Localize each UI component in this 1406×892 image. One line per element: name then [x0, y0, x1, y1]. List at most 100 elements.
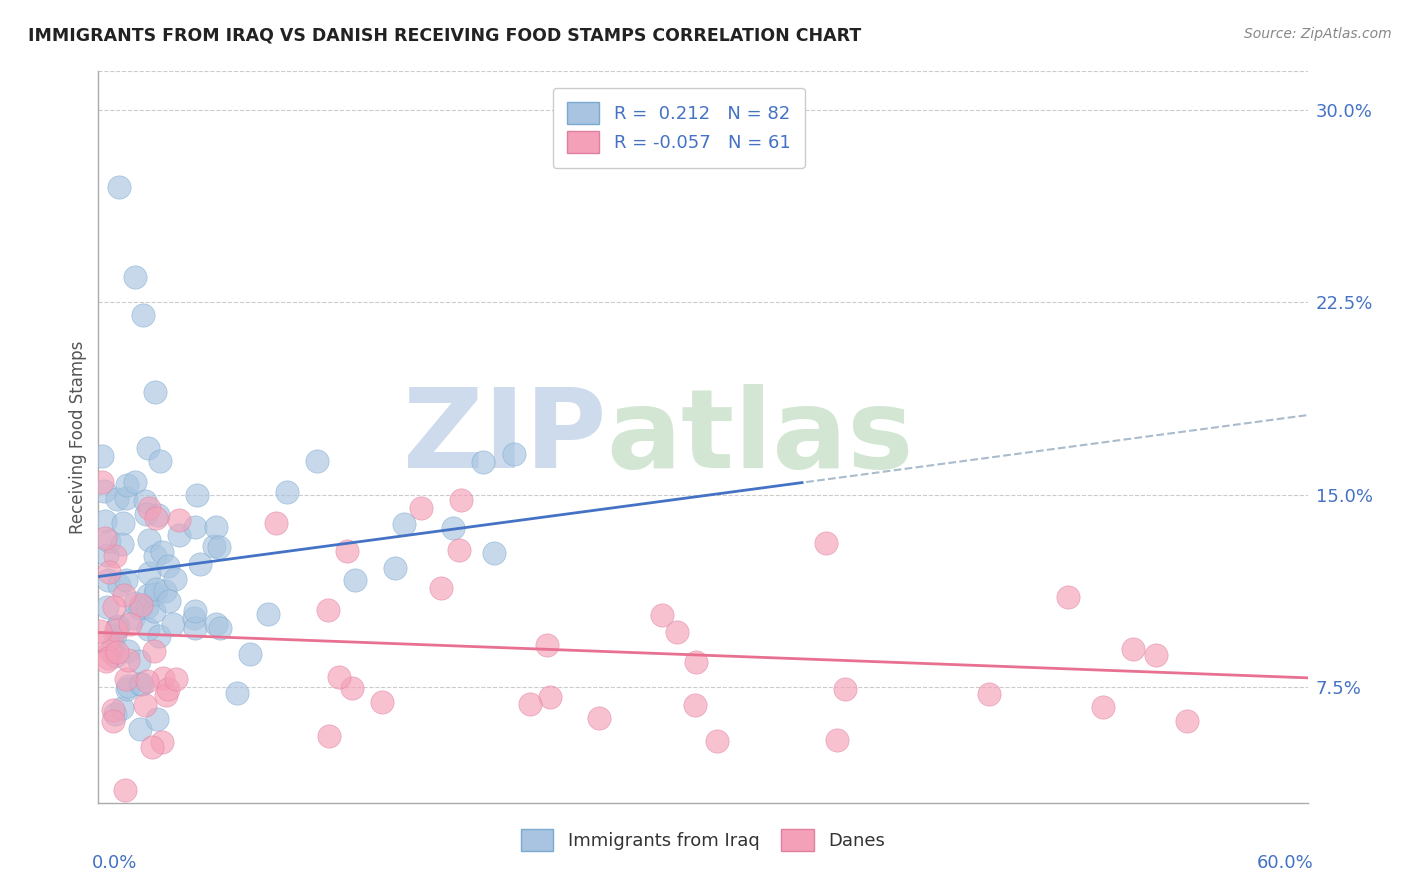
- Point: [188, 557, 211, 571]
- Point: [96, 549, 118, 563]
- Point: [651, 607, 673, 622]
- Point: [150, 545, 173, 559]
- Point: [204, 520, 226, 534]
- Point: [157, 594, 180, 608]
- Point: [124, 269, 146, 284]
- Point: [143, 586, 166, 600]
- Point: [112, 588, 135, 602]
- Point: [122, 610, 145, 624]
- Point: [128, 677, 150, 691]
- Point: [145, 582, 167, 596]
- Point: [132, 308, 155, 322]
- Point: [136, 600, 159, 615]
- Text: Source: ZipAtlas.com: Source: ZipAtlas.com: [1244, 27, 1392, 41]
- Point: [108, 578, 131, 592]
- Point: [103, 640, 125, 655]
- Point: [104, 549, 127, 563]
- Point: [148, 629, 170, 643]
- Point: [114, 783, 136, 797]
- Point: [316, 603, 339, 617]
- Point: [146, 712, 169, 726]
- Point: [134, 698, 156, 713]
- Point: [104, 648, 127, 663]
- Point: [167, 528, 190, 542]
- Point: [136, 622, 159, 636]
- Point: [257, 607, 280, 622]
- Point: [184, 621, 207, 635]
- Text: ZIP: ZIP: [404, 384, 606, 491]
- Point: [135, 674, 157, 689]
- Point: [107, 179, 129, 194]
- Point: [441, 521, 464, 535]
- Point: [519, 698, 541, 712]
- Point: [90, 449, 112, 463]
- Point: [104, 623, 127, 637]
- Point: [502, 447, 524, 461]
- Point: [118, 617, 141, 632]
- Point: [115, 491, 138, 505]
- Point: [124, 475, 146, 489]
- Point: [124, 596, 146, 610]
- Point: [450, 492, 472, 507]
- Point: [384, 561, 406, 575]
- Point: [156, 682, 179, 697]
- Point: [183, 611, 205, 625]
- Point: [142, 644, 165, 658]
- Point: [165, 672, 187, 686]
- Point: [105, 620, 128, 634]
- Point: [226, 686, 249, 700]
- Point: [186, 488, 208, 502]
- Point: [305, 453, 328, 467]
- Point: [94, 654, 117, 668]
- Point: [136, 442, 159, 456]
- Point: [136, 588, 159, 602]
- Legend: Immigrants from Iraq, Danes: Immigrants from Iraq, Danes: [512, 820, 894, 860]
- Text: 0.0%: 0.0%: [93, 854, 138, 872]
- Point: [94, 531, 117, 545]
- Point: [153, 583, 176, 598]
- Point: [115, 681, 138, 696]
- Point: [371, 695, 394, 709]
- Point: [111, 537, 134, 551]
- Point: [105, 492, 128, 507]
- Point: [117, 643, 139, 657]
- Point: [117, 478, 139, 492]
- Point: [208, 621, 231, 635]
- Point: [138, 566, 160, 580]
- Point: [143, 385, 166, 400]
- Point: [484, 546, 506, 560]
- Point: [97, 565, 120, 579]
- Point: [1144, 648, 1167, 662]
- Point: [472, 455, 495, 469]
- Point: [129, 598, 152, 612]
- Point: [239, 647, 262, 661]
- Point: [111, 516, 134, 531]
- Point: [128, 600, 150, 615]
- Point: [706, 734, 728, 748]
- Point: [167, 514, 190, 528]
- Point: [115, 573, 138, 587]
- Point: [409, 500, 432, 515]
- Point: [588, 711, 610, 725]
- Point: [155, 688, 177, 702]
- Point: [145, 511, 167, 525]
- Point: [165, 573, 187, 587]
- Point: [156, 559, 179, 574]
- Point: [97, 573, 120, 587]
- Point: [1057, 590, 1080, 604]
- Point: [128, 654, 150, 668]
- Point: [138, 533, 160, 548]
- Point: [392, 516, 415, 531]
- Point: [138, 500, 160, 515]
- Point: [150, 734, 173, 748]
- Point: [105, 645, 128, 659]
- Point: [143, 549, 166, 563]
- Point: [97, 651, 120, 665]
- Text: 60.0%: 60.0%: [1257, 854, 1313, 872]
- Point: [208, 541, 231, 555]
- Point: [977, 687, 1000, 701]
- Point: [685, 655, 707, 669]
- Point: [131, 676, 153, 690]
- Point: [1175, 714, 1198, 729]
- Point: [111, 701, 134, 715]
